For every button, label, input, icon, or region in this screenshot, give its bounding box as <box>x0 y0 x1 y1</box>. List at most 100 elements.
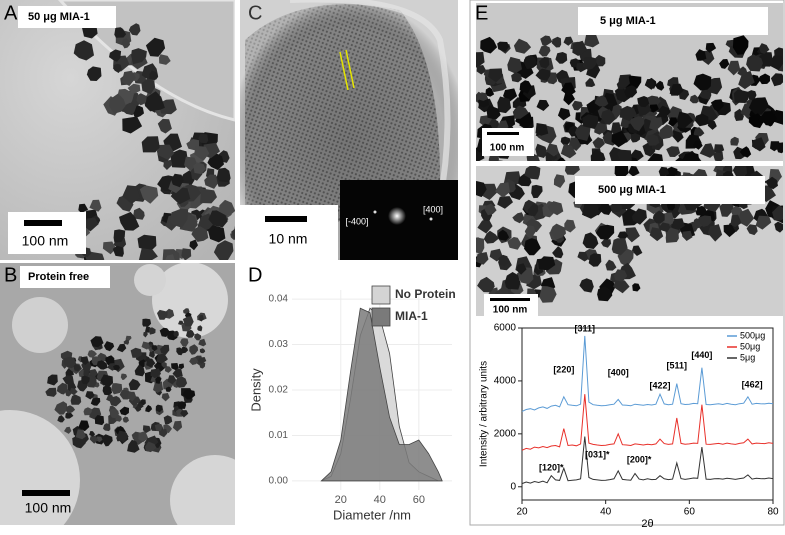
x-tick-label: 40 <box>374 494 386 506</box>
particle <box>182 316 194 327</box>
particle <box>646 95 661 107</box>
particle <box>123 102 137 116</box>
peak-label: [400] <box>608 367 629 377</box>
particle <box>45 387 57 397</box>
legend-label: MIA-1 <box>395 309 428 323</box>
legend-label: No Protein <box>395 287 456 301</box>
particle <box>100 374 113 388</box>
particle <box>630 116 645 132</box>
particle <box>770 73 783 87</box>
particle <box>555 52 568 64</box>
caption-box <box>575 176 765 204</box>
particle <box>774 47 783 58</box>
particle <box>111 383 123 395</box>
particle <box>485 87 495 97</box>
particle <box>94 415 105 426</box>
particle <box>584 34 600 48</box>
particle <box>773 109 783 125</box>
scale-label: 100 nm <box>25 500 72 516</box>
particle <box>218 199 235 216</box>
particle <box>231 228 235 240</box>
particle <box>746 224 758 236</box>
particle <box>539 57 550 69</box>
particle <box>655 80 665 91</box>
particle <box>189 344 199 355</box>
peak-label: [462] <box>742 379 763 389</box>
particle <box>128 23 141 36</box>
particle <box>658 105 671 119</box>
particle <box>649 104 659 113</box>
particle <box>136 93 148 106</box>
particle <box>553 174 566 188</box>
particle <box>572 100 583 111</box>
particle <box>198 315 204 322</box>
caption: 50 μg MIA-1 <box>28 11 90 23</box>
particle <box>127 439 140 453</box>
particle <box>208 210 228 228</box>
particle <box>614 166 629 178</box>
particle <box>486 105 501 120</box>
particle <box>78 420 90 432</box>
particle <box>121 70 136 86</box>
particle <box>172 420 183 432</box>
particle <box>102 385 113 396</box>
particle <box>146 358 156 368</box>
particle <box>772 205 783 221</box>
particle <box>484 203 497 216</box>
particle <box>732 166 748 178</box>
particle <box>567 125 579 137</box>
particle <box>138 248 158 260</box>
y-tick-label: 0.00 <box>269 476 289 487</box>
particle <box>75 429 86 440</box>
particle <box>95 436 103 443</box>
particle <box>476 237 484 247</box>
particle <box>73 40 94 61</box>
particle <box>495 182 510 198</box>
particle <box>121 38 130 49</box>
particle <box>507 56 522 74</box>
particle <box>141 78 156 95</box>
particle <box>156 352 168 364</box>
spot-label: [-400] <box>345 216 368 226</box>
particle <box>664 166 678 179</box>
micrograph-a <box>0 0 235 260</box>
particle <box>582 57 597 70</box>
particle <box>719 59 730 69</box>
particle <box>575 124 591 141</box>
particle <box>535 143 548 158</box>
particle <box>70 394 82 405</box>
caption: 5 μg MIA-1 <box>600 15 656 27</box>
particle <box>668 117 678 127</box>
particle <box>507 237 522 250</box>
particle <box>675 157 685 161</box>
particle <box>758 111 777 127</box>
particle <box>155 376 162 384</box>
particle <box>695 49 707 61</box>
particle <box>483 230 499 244</box>
spectrum-line <box>521 335 774 412</box>
particle <box>47 374 58 386</box>
particle <box>207 225 226 243</box>
particle <box>524 225 536 239</box>
particle <box>114 27 127 38</box>
particle <box>693 127 705 137</box>
particle <box>746 90 757 101</box>
particle <box>550 223 566 240</box>
particle <box>139 185 159 204</box>
particle <box>693 140 703 150</box>
spot-label: [400] <box>423 204 443 214</box>
particle <box>145 404 153 413</box>
particle <box>560 143 577 159</box>
particle <box>180 410 189 418</box>
particle <box>112 63 122 73</box>
x-axis-label: Diameter /nm <box>333 507 411 522</box>
particle <box>611 238 628 256</box>
spectrum-line <box>521 394 774 451</box>
particle <box>594 95 609 107</box>
particle <box>90 336 104 348</box>
particle <box>752 137 766 152</box>
panel-letter: A <box>4 2 18 24</box>
peak-label: [200]* <box>627 455 652 465</box>
particle <box>739 146 752 158</box>
